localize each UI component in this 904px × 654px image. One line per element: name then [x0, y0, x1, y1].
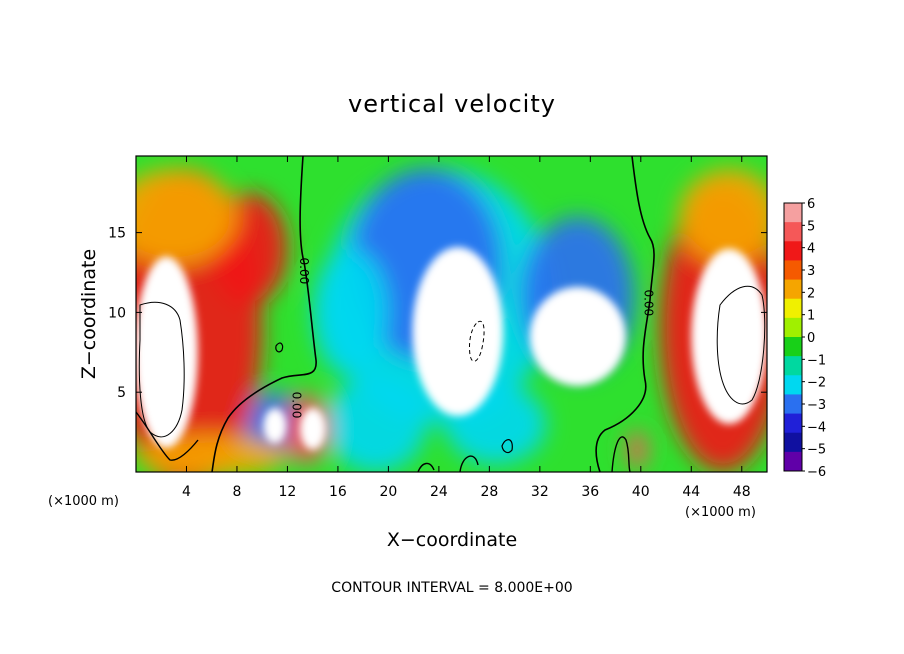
- y-tick-label: 10: [108, 305, 126, 321]
- contour-label: 0.00: [289, 392, 303, 419]
- x-axis-label: X−coordinate: [387, 529, 517, 551]
- colorbar-swatch: [784, 337, 802, 357]
- x-tick-label: 16: [329, 484, 347, 500]
- x-tick-label: 28: [480, 484, 498, 500]
- colorbar-label: −5: [807, 443, 826, 458]
- contour-interval-note: CONTOUR INTERVAL = 8.000E+00: [331, 580, 572, 596]
- y-tick-label: 15: [108, 226, 126, 242]
- zero-contours: [136, 156, 766, 472]
- x-tick-label: 32: [531, 484, 549, 500]
- colorbar-swatch: [784, 279, 802, 300]
- y-tick-label: 5: [117, 385, 126, 401]
- x-tick-label: 8: [232, 484, 241, 500]
- x-axis-ticks: 4 8 12 16 20 24 28 32 36 40 44 48: [182, 156, 751, 500]
- colorbar-label: −2: [807, 376, 826, 391]
- colorbar-swatch: [784, 241, 802, 261]
- colorbar-swatch: [784, 394, 802, 415]
- colorbar-label: 3: [807, 264, 815, 279]
- colorbar-label: −6: [807, 465, 826, 480]
- colorbar-swatch: [784, 222, 802, 242]
- x-tick-label: 48: [733, 484, 751, 500]
- contour-line: [275, 342, 284, 353]
- white-core-positive: [300, 408, 326, 450]
- contour-label-text: 0.00: [289, 392, 303, 419]
- colorbar-swatch: [784, 451, 802, 472]
- colorbar-label: 0: [807, 331, 815, 346]
- chart-title: vertical velocity: [348, 90, 556, 118]
- field-region: [626, 430, 648, 469]
- x-tick-label: 44: [682, 484, 700, 500]
- colorbar-swatch: [784, 203, 802, 223]
- contour-line: [501, 439, 513, 454]
- contour-line: [716, 285, 766, 405]
- x-origin-unit-label: (×1000 m): [48, 494, 119, 509]
- field-region: [312, 248, 389, 377]
- colorbar-swatch: [784, 260, 802, 281]
- contour-line: [417, 462, 435, 472]
- contour-line: [459, 455, 479, 472]
- x-tick-label: 24: [430, 484, 448, 500]
- contour-line: [138, 301, 185, 438]
- x-tick-label: 12: [279, 484, 297, 500]
- contour-label-text: 0.00: [641, 289, 655, 316]
- white-core-negative: [412, 246, 504, 417]
- x-tick-label: 40: [632, 484, 650, 500]
- contour-line: [595, 156, 655, 472]
- plot-frame: [135, 155, 768, 473]
- colorbar-swatch: [784, 356, 802, 376]
- white-core-positive: [136, 256, 198, 449]
- colorbar-swatch: [784, 413, 802, 434]
- contour-line: [611, 436, 631, 472]
- y-axis-ticks: 5 10 15: [108, 226, 767, 401]
- x-tick-label: 4: [182, 484, 191, 500]
- colorbar-label: 2: [807, 286, 815, 301]
- y-axis-label: Z−coordinate: [78, 249, 100, 379]
- white-core-negative: [263, 408, 287, 444]
- white-core-positive: [691, 248, 767, 425]
- contour-line: [469, 320, 485, 362]
- colorbar-label: −1: [807, 353, 826, 368]
- colorbar-label: 4: [807, 242, 815, 257]
- x-axis-unit-label: (×1000 m): [685, 505, 756, 520]
- field-region: [136, 168, 237, 265]
- colorbar-label: 6: [807, 197, 815, 212]
- colorbar: 6 5 4 3 2 1 0 −1 −2 −3 −4 −5 −6: [783, 197, 826, 480]
- contour-label-text: 0.00: [297, 258, 311, 285]
- contour-label: 0.00: [297, 258, 311, 285]
- x-tick-label: 20: [379, 484, 397, 500]
- colorbar-label: −3: [807, 398, 826, 413]
- colorbar-swatch: [784, 317, 802, 338]
- colorbar-swatch: [784, 375, 802, 395]
- colorbar-label: −4: [807, 420, 826, 435]
- contour-label: 0.00: [641, 289, 655, 316]
- x-tick-label: 36: [581, 484, 599, 500]
- colorbar-label: 5: [807, 219, 815, 234]
- contour-labels: 0.00 0.00 0.00: [289, 258, 655, 419]
- field-region: [325, 376, 427, 472]
- plot-area: 0.00 0.00 0.00: [135, 155, 768, 473]
- field-region: [678, 168, 767, 265]
- contour-line: [211, 156, 317, 472]
- white-core-negative: [529, 286, 626, 386]
- colorbar-swatch: [784, 298, 802, 319]
- colorbar-swatch: [784, 432, 802, 453]
- white-cores: [136, 246, 767, 450]
- colorbar-label: 1: [807, 309, 815, 324]
